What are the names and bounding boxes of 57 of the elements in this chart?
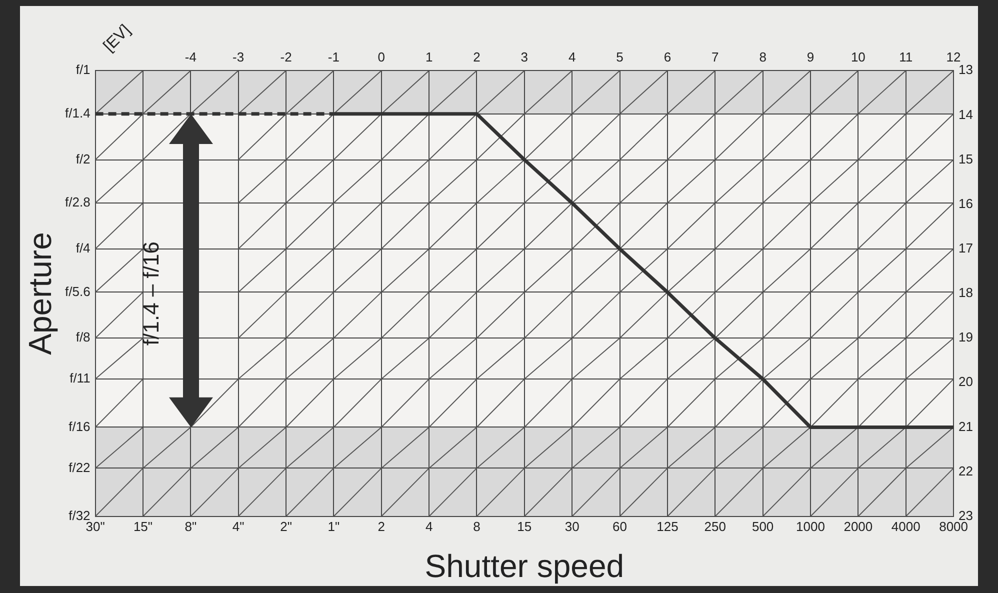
y-tick-label: f/22: [68, 460, 90, 475]
x2-tick-label: 12: [946, 49, 961, 64]
x-tick-label: 8": [184, 518, 197, 534]
x2-tick-label: 11: [899, 49, 913, 64]
y-tick-label: f/1: [76, 62, 90, 78]
x2-tick-label: -3: [232, 49, 244, 64]
x-tick-label: 4: [425, 518, 433, 534]
x-tick-label: 2000: [844, 518, 873, 534]
x-tick-label: 15: [517, 518, 532, 534]
y-tick-label: f/5.6: [65, 284, 90, 299]
x-tick-label: 125: [656, 518, 678, 534]
x2-tick-label: 2: [473, 49, 480, 64]
x-tick-label: 250: [704, 518, 726, 534]
y2-tick-label: 21: [958, 418, 974, 434]
x2-tick-label: 4: [568, 49, 576, 64]
y-tick-label: f/4: [76, 240, 90, 256]
x-axis-title: Shutter speed: [424, 548, 624, 584]
x-tick-label: 1": [328, 518, 340, 534]
y2-tick-label: 22: [958, 463, 974, 478]
x2-tick-label: 0: [378, 49, 385, 64]
x-tick-label: 2: [378, 518, 385, 534]
x2-tick-label: 8: [759, 49, 766, 64]
x2-tick-label: -2: [280, 49, 292, 64]
x2-tick-label: 3: [520, 49, 528, 64]
y2-tick-label: 19: [958, 330, 974, 345]
x2-tick-label: 1: [425, 49, 433, 64]
x-tick-label: 500: [752, 518, 774, 534]
x-tick-label: 4": [232, 518, 245, 534]
x-tick-label: 1000: [796, 518, 825, 534]
x2-tick-label: -4: [184, 49, 196, 64]
x2-tick-label: 10: [850, 49, 866, 64]
y-axis-title: Aperture: [22, 232, 58, 355]
y2-tick-label: 17: [958, 240, 974, 256]
y2-tick-label: 14: [958, 106, 974, 122]
y-tick-label: f/1.4: [65, 105, 90, 120]
y-tick-label: f/16: [68, 418, 90, 434]
x2-tick-label: 6: [664, 49, 672, 64]
x2-tick-label: 9: [806, 49, 814, 64]
x2-tick-label: 5: [616, 49, 624, 64]
x-tick-label: 4000: [891, 518, 920, 534]
annotation: f/1.4 – f/16: [138, 242, 164, 346]
x-tick-label: 15": [133, 518, 153, 534]
y2-tick-label: 15: [958, 151, 974, 166]
y-tick-label: f/8: [76, 330, 90, 345]
x2-tick-label: 7: [712, 49, 719, 64]
y2-tick-label: 13: [958, 62, 974, 78]
x-tick-label: 8: [473, 518, 480, 534]
y-tick-label: f/2.8: [65, 194, 90, 210]
x-tick-label: 30: [564, 518, 580, 534]
y-tick-label: f/2: [76, 151, 90, 166]
x-tick-label: 2": [280, 518, 292, 534]
y2-tick-label: 20: [958, 374, 974, 390]
y-tick-label: f/11: [70, 370, 90, 386]
y2-tick-label: 18: [958, 285, 974, 300]
x-tick-label: 60: [612, 518, 628, 534]
y2-tick-label: 16: [958, 196, 974, 211]
x2-tick-label: -1: [328, 49, 340, 64]
